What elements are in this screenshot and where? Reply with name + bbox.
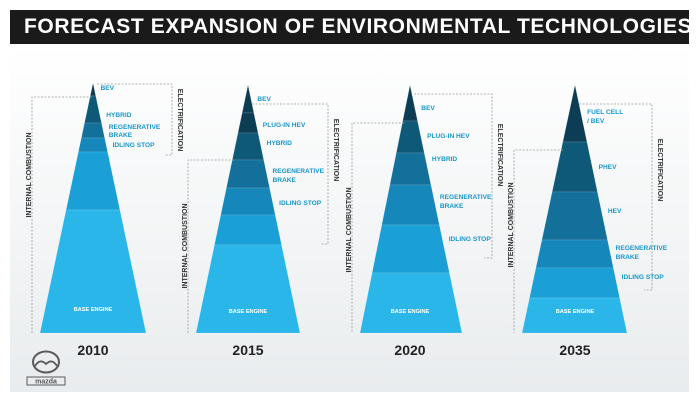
pyramid-layer [395, 120, 425, 154]
year-label: 2015 [232, 342, 263, 358]
pyramid-layer [402, 84, 418, 122]
mazda-logo: mazda [26, 348, 66, 386]
pyramid-layer [551, 141, 598, 193]
pyramid-layer [226, 159, 270, 189]
electrification-label: ELECTRIFICATION [176, 89, 183, 151]
layer-label: HYBRID [267, 140, 293, 147]
electrification-label: ELECTRIFICATION [332, 119, 339, 181]
electrification-label: ELECTRIFICATION [656, 139, 663, 201]
electrification-bracket [97, 83, 173, 156]
pyramid-layer [535, 239, 614, 269]
base-engine-label: BASE ENGINE [229, 309, 268, 315]
layer-label: HEV [608, 208, 622, 215]
pyramid-layer [371, 224, 450, 274]
base-engine-label: BASE ENGINE [391, 309, 430, 315]
pyramid-2015: BEV PLUG-IN HEV HYBRID REGENERATIVE BRAKE IDL… [182, 84, 339, 358]
pyramid-layer [231, 132, 265, 161]
year-label: 2035 [559, 342, 590, 358]
pyramid-layer [84, 95, 102, 124]
pyramid-layer [541, 191, 608, 241]
electrification-bracket [414, 93, 493, 259]
layer-label: IDLING STOP [622, 274, 665, 281]
layer-label: REGENERATIVE BRAKE [616, 245, 668, 261]
pyramid-layer [562, 84, 588, 143]
layer-label: FUEL CELL / BEV [587, 109, 623, 125]
svg-text:mazda: mazda [35, 379, 57, 386]
pyramid-2010: BEV HYBRID REGENERATIVE BRAKE IDLING STOP BAS… [26, 82, 183, 358]
layer-label: HYBRID [106, 112, 132, 119]
layer-label: IDLING STOP [449, 236, 492, 243]
pyramid-layer [529, 267, 621, 299]
year-label: 2010 [77, 342, 108, 358]
electrification-label: ELECTRIFICATION [496, 124, 503, 186]
pyramid-layer [389, 152, 432, 186]
pyramid-2020: BEV PLUG-IN HEV HYBRID REGENERATIVE BRAKE IDL… [346, 84, 503, 358]
layer-label: PHEV [599, 164, 618, 171]
layer-label: BEV [421, 105, 435, 112]
layer-label: IDLING STOP [279, 200, 322, 207]
layer-label: HYBRID [432, 156, 458, 163]
layer-label: BEV [257, 96, 271, 103]
internal-combustion-label: INTERNAL COMBUSTION [182, 203, 189, 288]
pyramid-layer [89, 82, 97, 97]
internal-combustion-label: INTERNAL COMBUSTION [26, 132, 33, 217]
layer-label: REGENERATIVE BRAKE [109, 124, 161, 139]
pyramid-layer [78, 137, 108, 153]
page-title: FORECAST EXPANSION OF ENVIRONMENTAL TECH… [10, 10, 692, 44]
base-engine-label: BASE ENGINE [556, 309, 595, 315]
electrification-bracket [579, 103, 653, 291]
pyramid-2035: FUEL CELL / BEV PHEV HEV REGENERATIVE BRAKE ID… [508, 84, 668, 358]
pyramid-layer [521, 297, 628, 334]
internal-combustion-bracket [31, 96, 93, 333]
layer-label: IDLING STOP [113, 142, 156, 149]
layer-label: REGENERATIVE BRAKE [272, 168, 324, 184]
pyramid-layer [214, 214, 282, 246]
internal-combustion-bracket [187, 159, 235, 333]
pyramid-layer [65, 151, 121, 211]
pyramid-layer [80, 122, 106, 139]
internal-combustion-label: INTERNAL COMBUSTION [508, 182, 515, 267]
pyramid-layer [237, 112, 259, 134]
pyramid-layer [381, 184, 440, 226]
internal-combustion-label: INTERNAL COMBUSTION [346, 187, 353, 272]
pyramid-layer [220, 187, 276, 216]
layer-label: REGENERATIVE BRAKE [440, 194, 492, 210]
pyramid-layer [241, 84, 255, 114]
pyramid-layer [359, 272, 463, 334]
base-engine-label: BASE ENGINE [74, 307, 113, 313]
layer-label: PLUG-IN HEV [427, 133, 470, 140]
layer-label: BEV [100, 85, 114, 92]
internal-combustion-bracket [513, 149, 564, 333]
layer-label: PLUG-IN HEV [263, 122, 306, 129]
pyramid-layer [195, 244, 301, 334]
year-label: 2020 [394, 342, 425, 358]
pyramid-layer [39, 209, 147, 334]
